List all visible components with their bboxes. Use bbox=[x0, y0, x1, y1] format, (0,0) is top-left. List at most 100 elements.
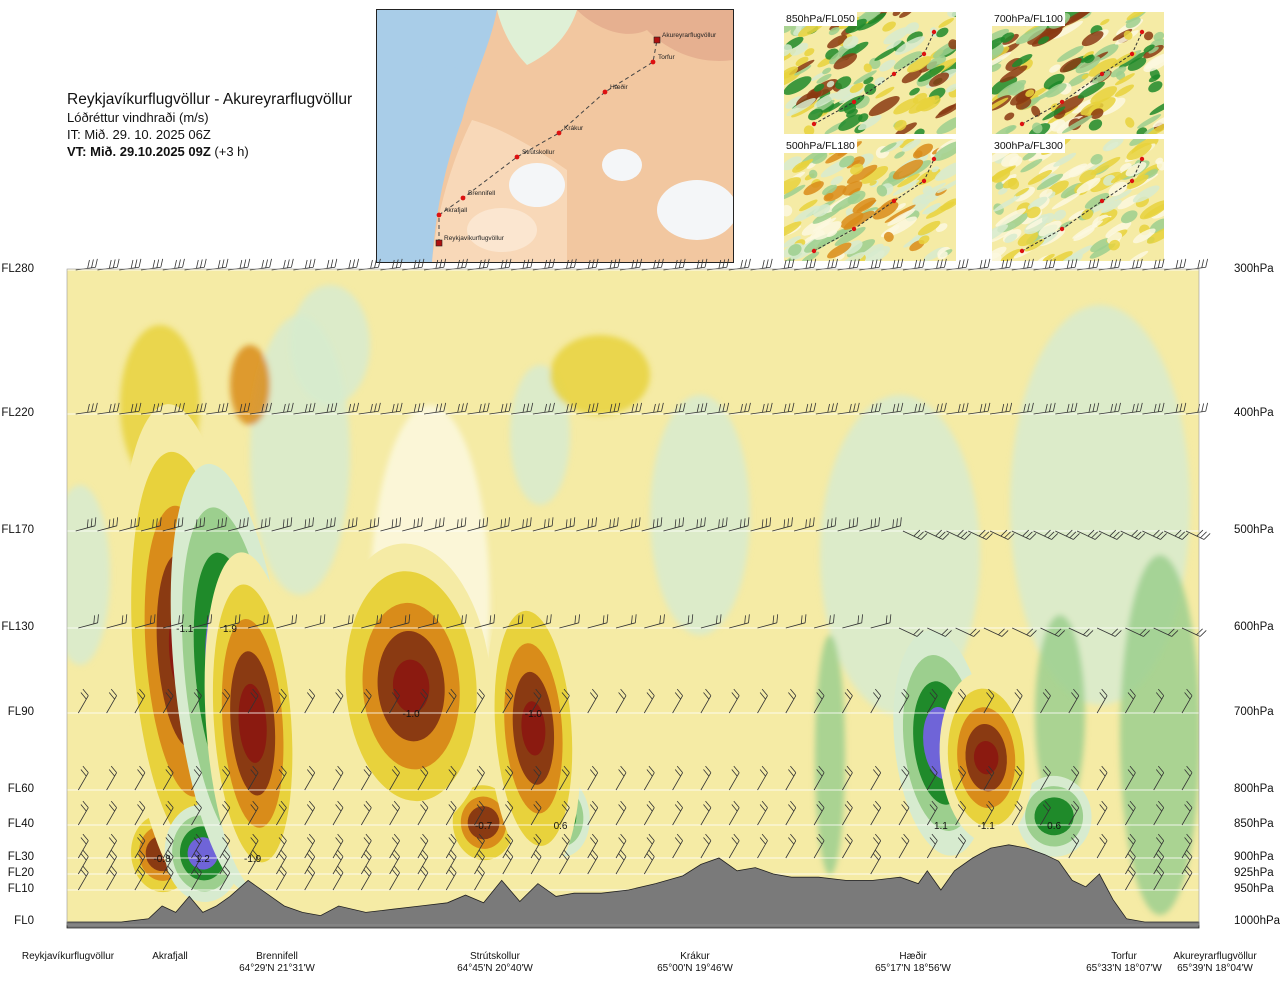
wind-barb bbox=[502, 849, 514, 875]
pressure-level-label: 400hPa bbox=[1234, 407, 1274, 419]
wind-barb bbox=[336, 258, 359, 271]
level-map-canvas bbox=[784, 12, 956, 134]
wind-barb bbox=[332, 833, 344, 859]
wind-barb bbox=[119, 402, 142, 415]
wind-barb bbox=[559, 833, 570, 859]
wind-barb bbox=[532, 517, 554, 532]
level-map-850: 850hPa/FL050 bbox=[784, 12, 956, 134]
contour-band bbox=[392, 659, 430, 713]
value-label: -1.1 bbox=[176, 624, 194, 635]
level-map-canvas bbox=[992, 12, 1164, 134]
wind-barb bbox=[813, 833, 825, 859]
pressure-level-label: 850hPa bbox=[1234, 818, 1274, 830]
wind-barb bbox=[530, 688, 542, 714]
field-blob bbox=[650, 395, 750, 635]
wind-barb bbox=[794, 258, 817, 271]
wind-barb bbox=[97, 517, 119, 532]
wind-barb bbox=[615, 765, 627, 791]
wind-barb bbox=[576, 517, 597, 532]
wind-barb bbox=[785, 800, 797, 826]
wind-barb bbox=[77, 849, 89, 875]
waypoint-marker bbox=[931, 29, 937, 35]
wind-barb bbox=[842, 800, 853, 826]
wind-barb bbox=[870, 849, 882, 875]
wind-barb bbox=[902, 402, 925, 415]
wind-barb bbox=[813, 800, 825, 826]
wind-barb bbox=[293, 517, 314, 532]
wind-barb bbox=[530, 833, 542, 859]
wind-barb bbox=[276, 688, 287, 714]
wind-barb bbox=[700, 765, 712, 791]
wind-barb bbox=[293, 402, 316, 415]
wind-barb bbox=[140, 517, 162, 532]
wind-barb bbox=[77, 833, 89, 859]
value-label: 1.2 bbox=[196, 854, 210, 865]
wind-barb bbox=[206, 402, 229, 415]
wind-barb bbox=[598, 517, 619, 532]
wind-barb bbox=[77, 865, 89, 891]
wind-barb bbox=[1040, 800, 1051, 826]
wind-barb bbox=[191, 765, 202, 791]
wind-barb bbox=[587, 688, 599, 714]
wind-barb bbox=[228, 258, 251, 271]
wind-barb bbox=[1125, 865, 1136, 891]
wind-barb bbox=[1153, 849, 1165, 875]
wind-barb bbox=[271, 402, 294, 415]
wind-barb bbox=[360, 765, 372, 791]
wind-barb bbox=[1055, 258, 1078, 271]
motion-cell bbox=[1016, 775, 1092, 857]
waypoint-marker bbox=[1099, 71, 1105, 77]
wind-barb bbox=[119, 258, 142, 271]
field-blob bbox=[230, 345, 270, 425]
wind-barb bbox=[134, 688, 146, 714]
flight-level-label: FL30 bbox=[7, 851, 34, 863]
wind-barb bbox=[97, 402, 120, 415]
waypoint-marker bbox=[1059, 99, 1065, 105]
wind-barb bbox=[248, 614, 269, 629]
route-path bbox=[813, 31, 935, 125]
wind-barb bbox=[276, 849, 287, 875]
wind-barb bbox=[445, 402, 468, 415]
waypoint-marker bbox=[436, 212, 442, 218]
wind-barb bbox=[276, 833, 287, 859]
wind-barb bbox=[445, 688, 457, 714]
wind-barb bbox=[1096, 800, 1108, 826]
field-blob bbox=[510, 365, 570, 505]
waypoint-marker bbox=[602, 89, 608, 95]
waypoint-marker bbox=[891, 71, 897, 77]
wind-barb bbox=[247, 833, 259, 859]
wind-barb bbox=[1011, 529, 1037, 540]
wind-barb bbox=[902, 529, 928, 540]
wind-barb bbox=[615, 688, 627, 714]
wind-barb bbox=[587, 833, 599, 859]
wind-barb bbox=[162, 258, 185, 271]
wind-barb bbox=[643, 800, 655, 826]
wind-barb bbox=[380, 258, 403, 271]
wind-barb bbox=[1068, 627, 1094, 637]
wind-barb bbox=[870, 614, 892, 629]
wind-barb bbox=[615, 833, 627, 859]
wind-barb bbox=[360, 833, 372, 859]
quantity-label: Lóðréttur vindhraði (m/s) bbox=[67, 110, 209, 125]
flight-level-label: FL170 bbox=[1, 524, 34, 536]
wind-barb bbox=[1142, 258, 1165, 271]
wind-barb bbox=[837, 258, 860, 271]
route-path bbox=[438, 39, 658, 243]
wind-barb bbox=[643, 765, 655, 791]
wind-barb bbox=[1181, 688, 1193, 714]
wind-barb bbox=[106, 614, 128, 629]
wind-barb bbox=[1033, 258, 1056, 271]
wind-barb bbox=[191, 688, 202, 714]
wind-barb bbox=[530, 765, 542, 791]
wind-barb bbox=[1011, 258, 1034, 271]
level-map-300: 300hPa/FL300 bbox=[992, 139, 1164, 261]
contour-band bbox=[238, 683, 267, 763]
wind-barb bbox=[332, 849, 344, 875]
wind-barb bbox=[750, 402, 773, 415]
wind-barb bbox=[859, 258, 882, 271]
wind-barb bbox=[1164, 402, 1187, 415]
wind-barb bbox=[728, 765, 740, 791]
route-point-name: Krákur bbox=[680, 951, 710, 962]
wind-barb bbox=[837, 517, 859, 532]
wind-barb bbox=[106, 688, 117, 714]
